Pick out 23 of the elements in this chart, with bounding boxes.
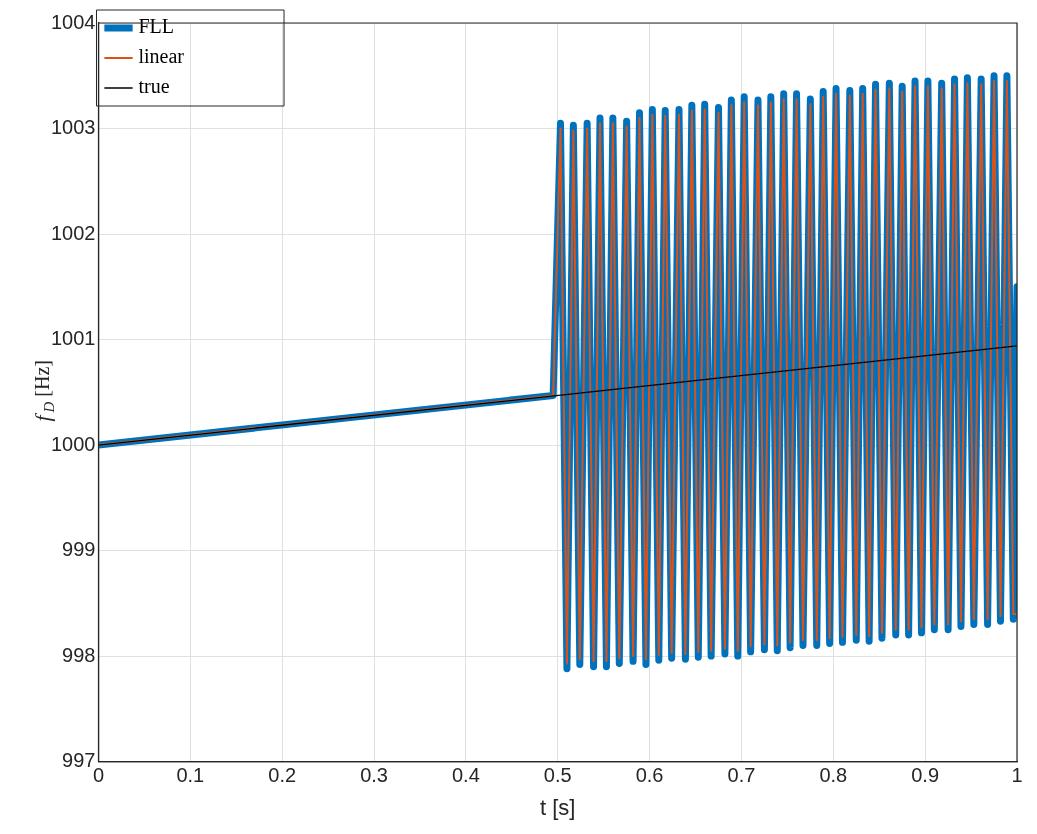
y-tick-label: 1001 (50, 327, 96, 350)
y-tick-label: 1004 (50, 10, 96, 33)
y-axis-title: fD [Hz] (29, 360, 57, 422)
x-tick-label: 0.1 (176, 764, 205, 787)
x-tick-label: 0.7 (727, 764, 756, 787)
x-tick-label: 0.4 (451, 764, 480, 787)
x-tick-label: 0.6 (635, 764, 664, 787)
y-tick-label: 998 (62, 643, 96, 666)
legend-label: true (138, 75, 170, 98)
y-tick-label: 999 (62, 538, 96, 561)
x-tick-label: 0.2 (268, 764, 297, 787)
x-axis-title: t [s] (540, 794, 576, 820)
y-tick-label: 1003 (50, 116, 96, 139)
x-tick-label: 0.8 (819, 764, 848, 787)
x-tick-label: 0 (92, 764, 105, 787)
legend-label: FLL (138, 15, 175, 38)
x-tick-label: 0.9 (911, 764, 940, 787)
y-tick-label: 1000 (50, 432, 96, 455)
x-tick-label: 0.5 (543, 764, 572, 787)
y-tick-label: 1002 (50, 221, 96, 244)
x-tick-label: 0.3 (360, 764, 388, 787)
x-tick-label: 1 (1011, 764, 1023, 787)
legend-label: linear (138, 45, 185, 68)
